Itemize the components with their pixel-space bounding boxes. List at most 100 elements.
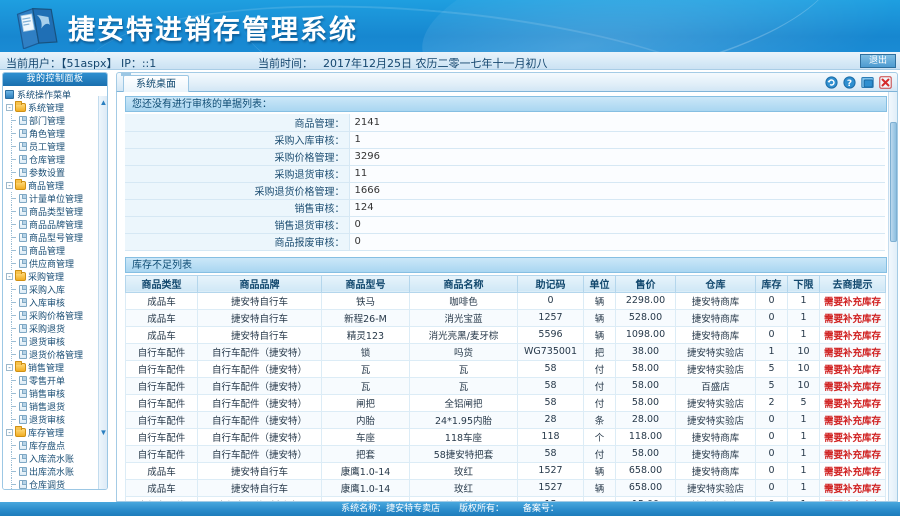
sidebar-group-goods[interactable]: - 商品管理	[3, 179, 107, 192]
table-cell: 0	[755, 427, 788, 446]
table-row[interactable]: 自行车配件自行车配件（市场）护杠单边护杠15付15.00捷安特商库01需要补充库…	[125, 495, 886, 501]
sidebar-item-warehouse[interactable]: 仓库管理	[3, 153, 107, 166]
table-row[interactable]: 自行车配件 自行车配件（捷安特）瓦瓦 58 付 58.00 捷安特实验店 5 10 需要补充库存	[125, 359, 886, 378]
sidebar-group-inventory[interactable]: - 库存管理	[3, 426, 107, 439]
expander-icon[interactable]: -	[6, 429, 13, 437]
minimize-icon[interactable]	[861, 76, 874, 89]
sidebar-item-purchase-in[interactable]: 采购入库	[3, 283, 107, 296]
sidebar-item-label: 员工管理	[29, 143, 66, 153]
table-cell: 0	[755, 410, 788, 429]
col-header[interactable]: 去商提示	[819, 274, 886, 293]
expander-icon[interactable]: -	[6, 182, 13, 190]
sidebar-item-goods-model[interactable]: 商品型号管理	[3, 231, 107, 244]
sidebar-item-employee[interactable]: 员工管理	[3, 140, 107, 153]
sidebar-item-goods-brand[interactable]: 商品品牌管理	[3, 218, 107, 231]
table-row[interactable]: 自行车配件 自行车配件（捷安特） 车座 118车座 118 个 118.00 捷安特商库 0 1 需…	[125, 427, 886, 446]
sidebar-item-label: 退货审核	[29, 416, 66, 426]
page-icon	[19, 441, 27, 450]
help-icon[interactable]: ?	[843, 76, 856, 89]
sidebar-item-stocktake[interactable]: 库存盘点	[3, 439, 107, 452]
sidebar-item-inbound-journal[interactable]: 入库流水账	[3, 452, 107, 465]
folder-icon	[15, 270, 26, 281]
sidebar-item-retail-order[interactable]: 零售开单	[3, 374, 107, 387]
page-icon	[19, 467, 27, 476]
table-row: 销售退货审核： 0	[125, 216, 885, 234]
sidebar-item-purchase-return[interactable]: 采购退货	[3, 322, 107, 335]
sidebar-item-warehouse-transfer[interactable]: 仓库调货	[3, 478, 107, 489]
table-cell: 付	[583, 444, 616, 463]
col-header[interactable]: 商品类型	[125, 274, 198, 293]
table-cell: 528.00	[615, 308, 676, 327]
table-row[interactable]: 成品车 捷安特自行车 精灵123 消光亮黑/麦牙棕 5596 辆 1098.00 捷安特商库 0…	[125, 325, 886, 344]
sidebar-group-label: 商品管理	[28, 182, 65, 192]
table-cell: 118	[517, 427, 584, 446]
page-icon	[19, 311, 27, 320]
col-header[interactable]: 单位	[583, 274, 616, 293]
table-cell: 1	[787, 478, 820, 497]
table-row[interactable]: 成品车 捷安特自行车 康鹰1.0-14 玫红 1527 辆 658.00 捷安特商库 0 1 需要补…	[125, 461, 886, 480]
sidebar-group-system[interactable]: - 系统管理	[3, 101, 107, 114]
col-header[interactable]: 仓库	[675, 274, 756, 293]
table-row[interactable]: 自行车配件 自行车配件（捷安特）瓦瓦 58 付 58.00 百盛店 5 10 需要补充库存	[125, 376, 886, 395]
sidebar-item-sales-audit[interactable]: 销售审核	[3, 387, 107, 400]
col-header[interactable]: 商品型号	[321, 274, 410, 293]
table-cell: 58.00	[615, 376, 676, 395]
table-row: 商品报废审核： 0	[125, 233, 885, 251]
table-row[interactable]: 成品车 捷安特自行车 铁马 咖啡色 0 辆 2298.00 捷安特商库 0 1 需要补充库存	[125, 291, 886, 310]
sidebar-group-purchase[interactable]: - 采购管理	[3, 270, 107, 283]
sidebar-item-supplier[interactable]: 供应商管理	[3, 257, 107, 270]
sidebar-item-params[interactable]: 参数设置	[3, 166, 107, 179]
pending-value: 11	[349, 165, 885, 183]
table-cell: 自行车配件	[125, 444, 198, 463]
page-icon	[19, 337, 27, 346]
sidebar-item-goods-type[interactable]: 商品类型管理	[3, 205, 107, 218]
scrollbar-thumb[interactable]	[890, 122, 897, 242]
content-scrollbar[interactable]	[888, 92, 897, 501]
window-controls: ?	[825, 76, 892, 89]
sidebar-item-in-audit[interactable]: 入库审核	[3, 296, 107, 309]
scroll-down-icon[interactable]: ▼	[99, 428, 107, 437]
table-cell: 1	[787, 427, 820, 446]
expander-icon[interactable]: -	[6, 104, 13, 112]
table-cell: 2298.00	[615, 291, 676, 310]
sidebar-item-department[interactable]: 部门管理	[3, 114, 107, 127]
table-row[interactable]: 自行车配件 自行车配件（捷安特） 内胎 24*1.95内胎 28 条 28.00 捷安特实验店…	[125, 410, 886, 429]
table-row[interactable]: 自行车配件 自行车配件（捷安特） 闸把 全铝闸把 58 付 58.00 捷安特实验店 2 5 需要补…	[125, 393, 886, 412]
table-cell: 付	[583, 376, 616, 395]
sidebar-item-return-price[interactable]: 退货价格管理	[3, 348, 107, 361]
col-header[interactable]: 商品名称	[409, 274, 518, 293]
tab-system-desktop[interactable]: 系统桌面	[123, 75, 189, 92]
col-header[interactable]: 库存	[755, 274, 788, 293]
sidebar-item-purchase-price[interactable]: 采购价格管理	[3, 309, 107, 322]
page-icon	[19, 415, 27, 424]
expander-icon[interactable]: -	[6, 273, 13, 281]
refresh-icon[interactable]	[825, 76, 838, 89]
sidebar-header: 我的控制面板	[3, 73, 107, 86]
table-row[interactable]: 自行车配件 自行车配件（捷安特） 把套 58捷安特把套 58 付 58.00 捷安特商库 0 1 需…	[125, 444, 886, 463]
sidebar-scrollbar[interactable]: ▲ ▼	[98, 96, 107, 489]
sidebar-item-sales-return-audit[interactable]: 退货审核	[3, 413, 107, 426]
close-icon[interactable]	[879, 76, 892, 89]
expander-icon[interactable]: -	[6, 364, 13, 372]
sidebar-item-outbound-journal[interactable]: 出库流水账	[3, 465, 107, 478]
page-icon	[19, 220, 27, 229]
scroll-up-icon[interactable]: ▲	[99, 98, 107, 107]
sidebar-group-sales[interactable]: - 销售管理	[3, 361, 107, 374]
table-row[interactable]: 自行车配件 自行车配件（捷安特）锁吗货 WG735001 把 38.00 捷安特实验店 1 1…	[125, 342, 886, 361]
sidebar-item-role[interactable]: 角色管理	[3, 127, 107, 140]
table-cell: 捷安特实验店	[675, 359, 756, 378]
table-row[interactable]: 成品车 捷安特自行车 新程26-M 消光宝蓝 1257 辆 528.00 捷安特商库 0 1 需要补…	[125, 308, 886, 327]
col-header[interactable]: 助记码	[517, 274, 584, 293]
sidebar-item-goods[interactable]: 商品管理	[3, 244, 107, 257]
pending-value: 1	[349, 131, 885, 149]
sidebar-item-return-audit[interactable]: 退货审核	[3, 335, 107, 348]
logout-button[interactable]: 退出	[860, 54, 896, 68]
col-header[interactable]: 下限	[787, 274, 820, 293]
col-header[interactable]: 售价	[615, 274, 676, 293]
table-row[interactable]: 成品车 捷安特自行车 康鹰1.0-14 玫红 1527 辆 658.00 捷安特实验店 0 1 需要…	[125, 478, 886, 497]
col-header[interactable]: 商品品牌	[197, 274, 322, 293]
page-icon	[19, 246, 27, 255]
sidebar-item-sales-return[interactable]: 销售退货	[3, 400, 107, 413]
sidebar-item-unit[interactable]: 计量单位管理	[3, 192, 107, 205]
table-cell: 消光亮黑/麦牙棕	[409, 325, 518, 344]
